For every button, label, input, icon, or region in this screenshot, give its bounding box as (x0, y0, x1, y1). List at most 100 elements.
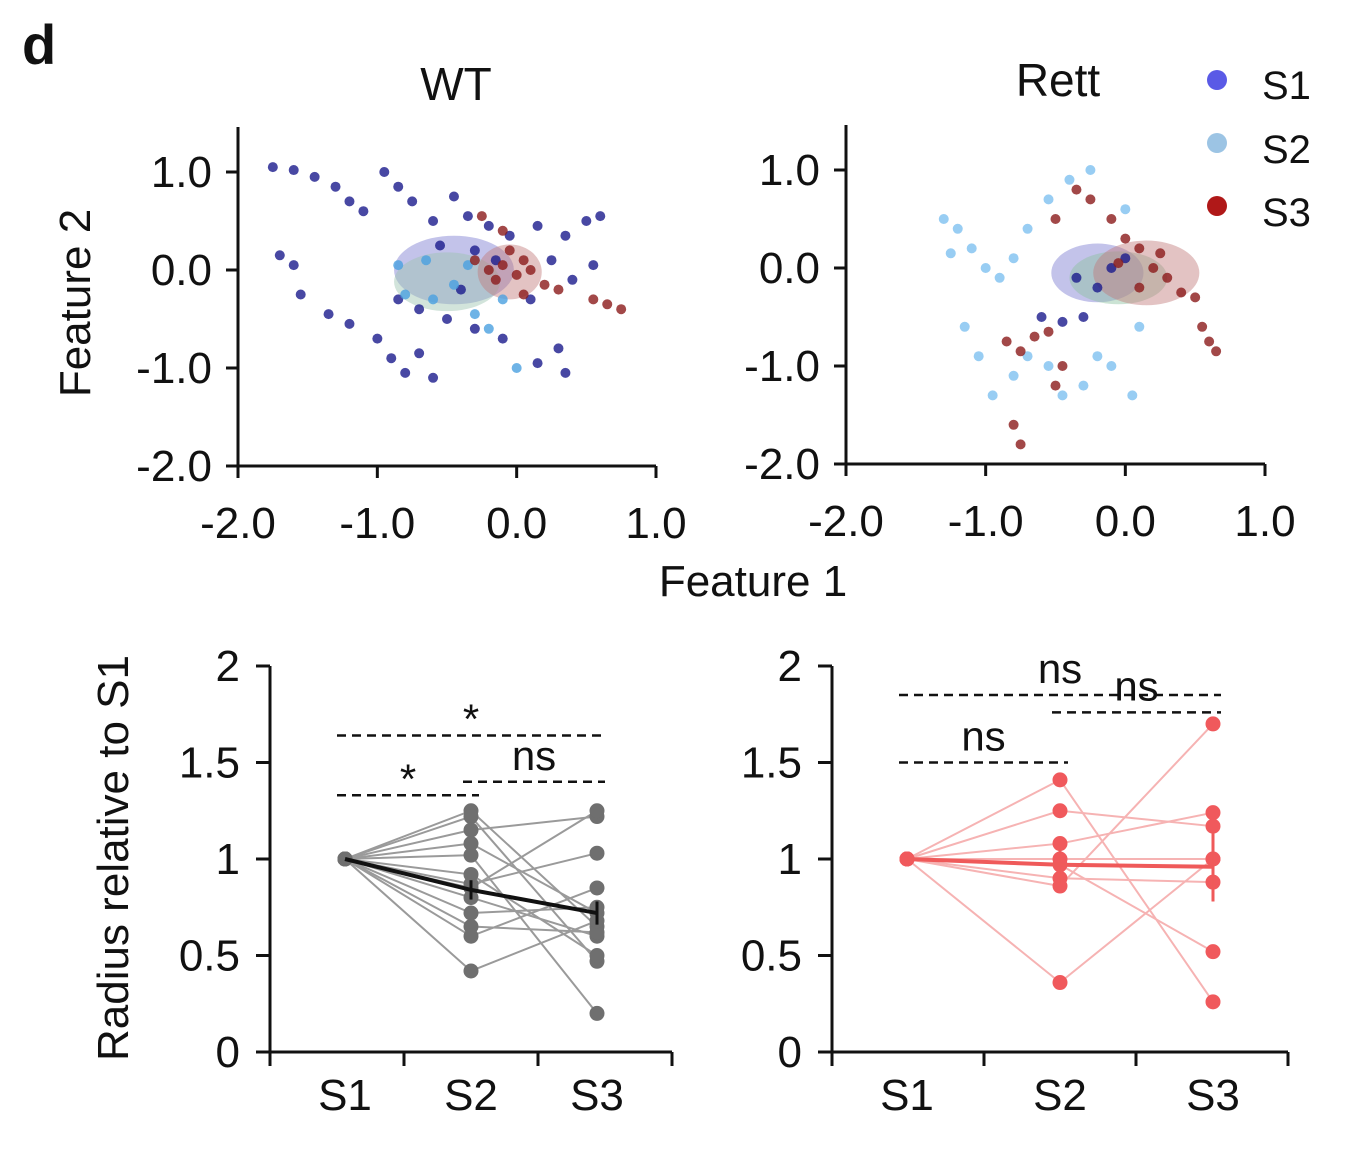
rett-point-s2 (980, 263, 991, 273)
wt-point-s1 (504, 230, 515, 241)
rett-point-s3 (1015, 439, 1026, 450)
wt-point-s1 (288, 165, 299, 176)
wt-point-s2 (497, 294, 508, 305)
wt-point-s1 (442, 314, 452, 324)
wt-point-s1 (330, 181, 341, 192)
wt-point-s1 (344, 196, 355, 207)
rett-point-s2 (952, 223, 963, 234)
wt-radius-individual-point (589, 924, 605, 940)
rett-radius-mean-line (906, 857, 1214, 869)
rett-radius-individual-point (1205, 944, 1221, 960)
wt-radius-individual-point (589, 880, 605, 896)
wt-x-tick-label: -2.0 (200, 499, 276, 548)
wt-point-s3 (539, 279, 550, 290)
wt-point-s1 (379, 167, 390, 177)
wt-point-s3 (588, 294, 599, 305)
rett-point-s1 (1092, 282, 1103, 293)
wt-point-s1 (490, 255, 501, 266)
wt-point-s3 (518, 289, 529, 300)
rett-point-s2 (1127, 390, 1138, 401)
wt-point-s1 (309, 171, 320, 182)
rett-ellipse-s3 (1093, 240, 1200, 306)
rett-scatter-plot: -2.0 -1.0 0.0 1.0 -2.0 -1.0 0.0 1.0 (744, 125, 1296, 546)
wt-radius-individual-point (463, 963, 479, 979)
wt-radius-individual-point (463, 822, 479, 838)
rett-point-s2 (994, 272, 1005, 283)
rett-point-s3 (1155, 248, 1166, 259)
rett-point-s2 (1022, 223, 1033, 234)
wt-point-s1 (400, 367, 411, 378)
wt-point-s3 (525, 265, 536, 275)
wt-point-s1 (497, 333, 508, 344)
rett-radius-individual-point (1205, 716, 1221, 732)
rett-point-s2 (945, 248, 956, 259)
legend-marker-s3 (1207, 196, 1227, 216)
wt-point-s1 (358, 206, 369, 217)
wt-point-s1 (455, 284, 466, 295)
wt-point-s1 (274, 250, 285, 261)
wt-point-s2 (511, 363, 522, 373)
wt-ellipse-s1 (394, 235, 514, 305)
rett-point-s3 (1071, 184, 1082, 195)
rett-radius-individual-point (1052, 772, 1068, 788)
wt-point-s3 (497, 225, 508, 236)
rett-point-s2 (1106, 361, 1117, 371)
wt-point-s3 (602, 299, 613, 310)
rett-radius-x-tick-label: S1 (880, 1071, 934, 1120)
feature1-axis-label: Feature 1 (659, 557, 847, 606)
legend-label-s3: S3 (1262, 191, 1311, 235)
legend-label-s1: S1 (1262, 64, 1311, 108)
rett-point-s2 (1092, 351, 1103, 362)
rett-point-s2 (1085, 165, 1096, 175)
rett-point-s3 (1190, 292, 1201, 303)
rett-y-tick-label: 1.0 (759, 146, 820, 195)
rett-point-s3 (1176, 287, 1187, 298)
wt-point-s1 (469, 245, 480, 256)
wt-point-s2 (483, 323, 494, 334)
rett-point-s3 (1106, 214, 1117, 224)
wt-point-s1 (553, 343, 564, 354)
wt-point-s1 (435, 240, 446, 251)
rett-radius-y-tick-label: 1 (778, 835, 802, 884)
wt-point-s1 (567, 274, 578, 285)
rett-radius-y-tick-label: 2 (778, 642, 802, 691)
wt-point-s3 (497, 260, 508, 271)
wt-radius-y-tick-label: 0 (216, 1028, 240, 1077)
rett-radius-significance-label: ns (1114, 662, 1158, 709)
rett-point-s3 (1134, 243, 1145, 254)
wt-point-s1 (428, 372, 439, 383)
wt-point-s1 (407, 196, 418, 207)
rett-radius-significance-label: ns (1038, 645, 1082, 692)
rett-y-tick-label: -1.0 (744, 342, 820, 391)
wt-point-s2 (400, 289, 411, 300)
wt-scatter-plot: -2.0 -1.0 0.0 1.0 -2.0 -1.0 0.0 1.0 (136, 127, 687, 548)
rett-radius-individual-point (1052, 975, 1068, 991)
wt-point-s3 (616, 304, 627, 315)
rett-point-s3 (1211, 346, 1222, 357)
rett-point-s2 (938, 214, 949, 224)
wt-point-s3 (483, 265, 494, 275)
rett-point-s2 (966, 243, 977, 254)
wt-point-s1 (323, 309, 334, 320)
wt-radius-significance-label: * (400, 755, 416, 802)
legend-marker-s1 (1207, 70, 1227, 90)
wt-radius-plot: 0 0.5 1 1.5 2 S1 S2 S3 * * ns (179, 642, 674, 1120)
rett-radius-individual-point (1205, 818, 1221, 834)
panel-label: d (22, 13, 56, 76)
wt-radius-significance-label: * (463, 695, 479, 742)
wt-point-s1 (483, 220, 494, 231)
wt-radius-individual-point (463, 836, 479, 852)
rett-x-tick-label: -1.0 (948, 497, 1024, 546)
rett-point-s2 (1008, 253, 1019, 264)
wt-point-s1 (525, 294, 536, 305)
rett-radius-significance-label: ns (961, 713, 1005, 760)
rett-point-s2 (1008, 370, 1019, 381)
rett-x-tick-label: 1.0 (1234, 497, 1295, 546)
wt-point-s1 (288, 260, 299, 271)
wt-point-s1 (393, 181, 404, 192)
wt-point-s1 (532, 220, 543, 231)
wt-radius-mean-line (344, 857, 598, 916)
rett-point-s3 (1057, 361, 1068, 371)
wt-point-s1 (462, 211, 473, 222)
wt-point-s3 (504, 245, 515, 256)
